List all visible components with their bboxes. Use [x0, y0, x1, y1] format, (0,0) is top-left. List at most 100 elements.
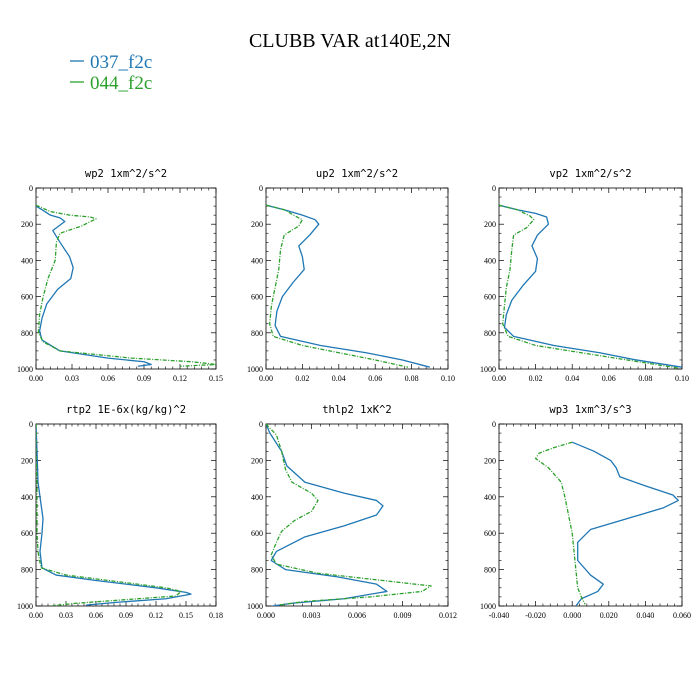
chart-title: CLUBB VAR at140E,2N: [249, 30, 451, 52]
panel-0: wp2 1xm^2/s^2 0.00 0.03 0.06 0.09 0.12 0.15 0 20…: [17, 168, 223, 383]
x-tick-label: 0.06: [368, 374, 382, 383]
x-tick-label: 0.09: [119, 611, 133, 620]
y-tick-label: 1000: [17, 365, 33, 374]
x-tick-label: 0.020: [600, 611, 618, 620]
panel-1: up2 1xm^2/s^2 0.00 0.02 0.04 0.06 0.08 0.10 0 20…: [247, 168, 455, 383]
panel-title: wp2 1xm^2/s^2: [85, 168, 167, 180]
plot-frame: [35, 423, 217, 607]
y-tick-label: 200: [21, 220, 33, 229]
y-tick-label: 600: [251, 529, 263, 538]
series-line-044_f2c: [36, 204, 216, 367]
y-tick-label: 1000: [480, 602, 496, 611]
y-tick-label: 600: [21, 529, 33, 538]
series-line-037_f2c: [266, 424, 388, 606]
x-tick-label: 0.00: [29, 374, 43, 383]
panel-2: vp2 1xm^2/s^2 0.00 0.02 0.04 0.06 0.08 0.10 0 20…: [480, 168, 689, 383]
x-tick-label: 0.000: [563, 611, 581, 620]
x-tick-label: 0.02: [529, 374, 543, 383]
panel-title: thlp2 1xK^2: [322, 404, 392, 416]
panel-5: wp3 1xm^3/s^3 -0.040 -0.020 0.000 0.020 0.040…: [480, 404, 691, 620]
x-tick-label: 0.02: [295, 374, 309, 383]
y-tick-label: 400: [251, 493, 263, 502]
y-tick-label: 400: [484, 256, 496, 265]
panel-title: wp3 1xm^3/s^3: [549, 404, 631, 416]
legend-entry: 044_f2c: [90, 73, 152, 94]
x-tick-label: 0.08: [405, 374, 419, 383]
series-line-044_f2c: [266, 424, 432, 606]
x-tick-label: 0.012: [439, 611, 457, 620]
x-tick-label: 0.040: [636, 611, 654, 620]
y-tick-label: 800: [251, 329, 263, 338]
panel-4: thlp2 1xK^2 0.000 0.003 0.006 0.009 0.012 0 200…: [247, 404, 457, 620]
x-tick-label: 0.12: [173, 374, 187, 383]
series-line-044_f2c: [499, 204, 679, 369]
x-tick-label: 0.10: [675, 374, 689, 383]
panel-3: rtp2 1E-6x(kg/kg)^2 0.00 0.03 0.06 0.09 0.12 0…: [17, 404, 223, 620]
panel-title: rtp2 1E-6x(kg/kg)^2: [66, 404, 186, 416]
series-line-037_f2c: [571, 441, 679, 606]
y-tick-label: 600: [251, 293, 263, 302]
y-tick-label: 400: [21, 256, 33, 265]
y-tick-label: 400: [21, 493, 33, 502]
series-line-044_f2c: [534, 441, 586, 605]
x-tick-label: 0.003: [303, 611, 321, 620]
x-tick-label: 0.09: [137, 374, 151, 383]
panels: wp2 1xm^2/s^2 0.00 0.03 0.06 0.09 0.12 0.15 0 20…: [17, 168, 691, 620]
series-line-037_f2c: [499, 204, 682, 368]
x-tick-label: 0.12: [149, 611, 163, 620]
y-tick-label: 0: [492, 184, 496, 193]
y-tick-label: 600: [21, 293, 33, 302]
x-tick-label: 0.006: [348, 611, 366, 620]
y-tick-label: 800: [484, 566, 496, 575]
panel-title: vp2 1xm^2/s^2: [549, 168, 631, 180]
x-tick-label: 0.15: [209, 374, 223, 383]
plot-frame: [35, 187, 217, 370]
x-tick-label: 0.08: [638, 374, 652, 383]
x-tick-label: 0.06: [101, 374, 115, 383]
series-line-037_f2c: [36, 205, 152, 367]
x-tick-label: 0.06: [89, 611, 103, 620]
legend-entry: 037_f2c: [90, 52, 152, 73]
series-line-037_f2c: [266, 204, 430, 368]
x-tick-label: 0.009: [394, 611, 412, 620]
y-tick-label: 800: [21, 329, 33, 338]
y-tick-label: 200: [251, 456, 263, 465]
series-line-044_f2c: [36, 424, 182, 606]
y-tick-label: 1000: [247, 365, 263, 374]
y-tick-label: 200: [251, 220, 263, 229]
x-tick-label: 0.00: [492, 374, 506, 383]
y-tick-label: 1000: [480, 365, 496, 374]
x-tick-label: 0.00: [259, 374, 273, 383]
x-tick-label: 0.06: [602, 374, 616, 383]
y-tick-label: 1000: [247, 602, 263, 611]
y-tick-label: 800: [484, 329, 496, 338]
y-tick-label: 200: [21, 456, 33, 465]
y-tick-label: 800: [21, 566, 33, 575]
x-tick-label: 0.000: [257, 611, 275, 620]
y-tick-label: 600: [484, 529, 496, 538]
series-line-044_f2c: [266, 204, 409, 368]
y-tick-label: 0: [29, 420, 33, 429]
series-line-037_f2c: [36, 424, 192, 606]
y-tick-label: 0: [29, 184, 33, 193]
x-tick-label: -0.020: [525, 611, 546, 620]
plot-frame: [498, 423, 683, 607]
y-tick-label: 0: [259, 420, 263, 429]
x-tick-label: -0.040: [489, 611, 510, 620]
x-tick-label: 0.00: [29, 611, 43, 620]
y-tick-label: 600: [484, 293, 496, 302]
x-tick-label: 0.04: [565, 374, 579, 383]
y-tick-label: 200: [484, 456, 496, 465]
y-tick-label: 0: [492, 420, 496, 429]
plot-frame: [265, 423, 449, 607]
y-tick-label: 400: [251, 256, 263, 265]
plot-frame: [265, 187, 449, 370]
x-tick-label: 0.04: [332, 374, 346, 383]
x-tick-label: 0.18: [209, 611, 223, 620]
x-tick-label: 0.060: [673, 611, 691, 620]
x-tick-label: 0.15: [179, 611, 193, 620]
y-tick-label: 0: [259, 184, 263, 193]
x-tick-label: 0.03: [59, 611, 73, 620]
panel-title: up2 1xm^2/s^2: [316, 168, 398, 180]
